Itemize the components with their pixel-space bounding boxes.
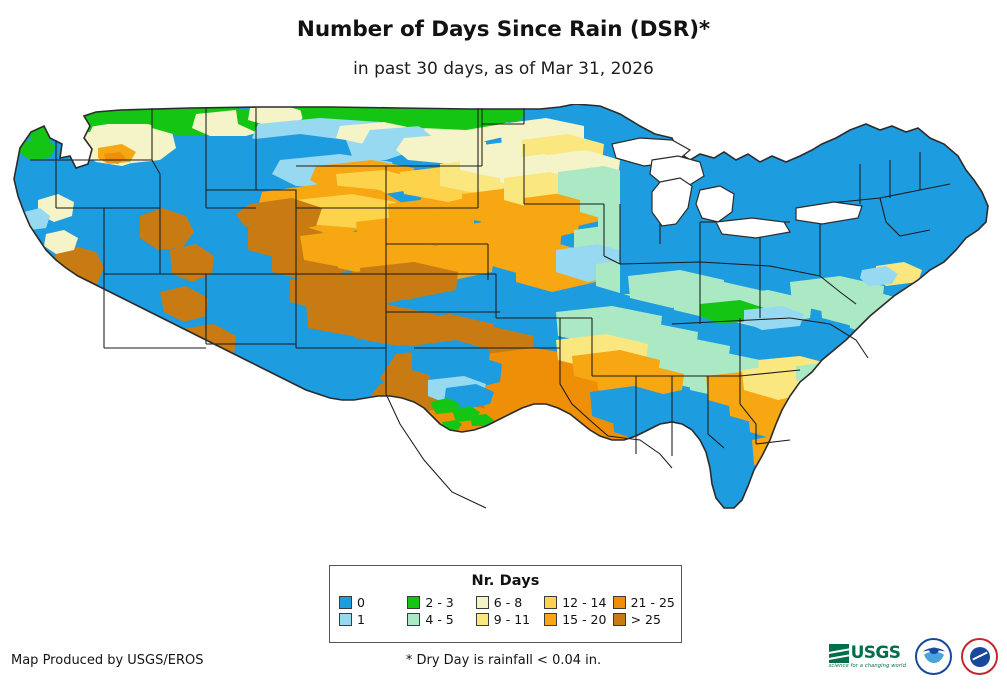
legend-swatch-7 xyxy=(544,613,558,626)
usgs-logo: USGS science for a changing world xyxy=(828,642,906,669)
usgs-wave-mark-icon xyxy=(828,643,849,663)
region-northeast xyxy=(790,114,988,338)
legend-item-4: 6 - 8 xyxy=(475,594,544,611)
page-title: Number of Days Since Rain (DSR)* xyxy=(296,17,711,42)
united-states-dsr-choropleth xyxy=(13,104,989,509)
dsr-raster-layer xyxy=(14,104,988,508)
noaa-logo-icon xyxy=(915,638,952,675)
legend-label-1: 1 xyxy=(357,612,365,627)
region-mid-south xyxy=(556,306,790,400)
legend-swatch-3 xyxy=(407,613,421,626)
legend-label-5: 9 - 11 xyxy=(493,612,531,627)
legend-label-8: 21 - 25 xyxy=(630,595,675,610)
legend-item-0: 0 xyxy=(339,594,407,611)
legend-swatch-6 xyxy=(544,596,558,609)
legend-label-4: 6 - 8 xyxy=(493,595,523,610)
legend-item-6: 12 - 14 xyxy=(544,594,612,611)
legend-swatch-1 xyxy=(339,613,352,626)
legend-label-7: 15 - 20 xyxy=(562,612,607,627)
legend-item-7: 15 - 20 xyxy=(544,611,612,628)
legend-item-8: 21 - 25 xyxy=(612,594,681,611)
legend-swatch-8 xyxy=(612,596,626,609)
legend-item-2: 2 - 3 xyxy=(407,594,475,611)
title-block: Number of Days Since Rain (DSR)* in past… xyxy=(0,0,1007,79)
legend-swatch-4 xyxy=(475,596,489,609)
region-central-plains xyxy=(236,142,566,364)
footnote: * Dry Day is rainfall < 0.04 in. xyxy=(405,653,602,668)
legend-swatch-9 xyxy=(612,613,626,626)
legend-label-3: 4 - 5 xyxy=(425,612,454,627)
usgs-tagline: science for a changing world xyxy=(828,662,906,669)
agency-logos: USGS science for a changing world xyxy=(828,638,998,675)
legend-title: Nr. Days xyxy=(471,573,540,589)
legend: Nr. Days 0 1 2 - 3 4 - 5 6 - 8 xyxy=(329,565,682,643)
producer-credit: Map Produced by USGS/EROS xyxy=(11,653,204,668)
national-outline xyxy=(13,104,989,509)
map-canvas xyxy=(0,104,1007,554)
noaa-seagull-icon xyxy=(922,647,945,664)
national-weather-service-logo-icon xyxy=(961,638,998,675)
legend-entries: 0 1 2 - 3 4 - 5 6 - 8 9 - 11 xyxy=(339,594,681,628)
region-northern-plains xyxy=(238,106,524,196)
legend-swatch-0 xyxy=(339,596,352,609)
great-lakes-water xyxy=(611,137,863,239)
legend-item-3: 4 - 5 xyxy=(407,611,475,628)
legend-item-5: 9 - 11 xyxy=(475,611,544,628)
legend-label-2: 2 - 3 xyxy=(425,595,454,610)
nws-emblem-icon xyxy=(969,646,990,667)
legend-label-6: 12 - 14 xyxy=(562,595,607,610)
legend-swatch-5 xyxy=(475,613,489,626)
legend-item-1: 1 xyxy=(339,611,407,628)
state-boundaries xyxy=(30,108,951,509)
legend-swatch-2 xyxy=(407,596,421,609)
usgs-wordmark: USGS xyxy=(850,642,901,663)
legend-label-9: > 25 xyxy=(630,612,661,627)
legend-label-0: 0 xyxy=(357,595,365,610)
legend-item-9: > 25 xyxy=(612,611,681,628)
page-subtitle: in past 30 days, as of Mar 31, 2026 xyxy=(353,59,654,79)
